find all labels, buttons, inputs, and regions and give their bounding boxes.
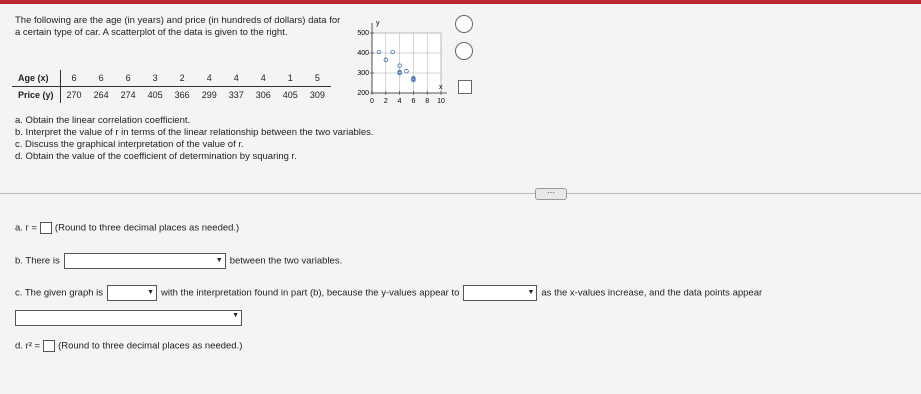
data-point <box>411 76 416 81</box>
scatterplot: 200 300 400 500 0 2 4 6 8 10 y x <box>357 20 447 105</box>
dropdown[interactable] <box>463 285 538 301</box>
table-cell: 4 <box>249 70 277 87</box>
table-cell: 405 <box>147 90 163 100</box>
y-tick-label: 300 <box>357 70 369 77</box>
label: b. There is <box>15 255 60 267</box>
x-tick-label: 0 <box>370 98 374 105</box>
label: c. The given graph is <box>15 287 104 299</box>
table-cell: 6 <box>87 70 115 87</box>
table-cell: 274 <box>120 90 136 100</box>
questions: a. Obtain the linear correlation coeffic… <box>15 115 374 163</box>
expand-button[interactable]: ··· <box>535 188 567 200</box>
x-axis-label: x <box>439 84 443 91</box>
table-cell: 4 <box>195 70 223 87</box>
data-point <box>404 69 409 74</box>
label: d. r² = <box>15 340 41 352</box>
label: a. r = <box>15 222 37 234</box>
x-tick-label: 10 <box>437 98 445 105</box>
data-point <box>397 71 402 76</box>
table-cell: 264 <box>93 90 109 100</box>
table-cell: 366 <box>174 90 190 100</box>
table-cell: 4 <box>222 70 250 87</box>
data-point <box>397 69 402 74</box>
note: (Round to three decimal places as needed… <box>58 340 243 352</box>
top-bar <box>0 0 921 4</box>
zoom-in-button[interactable] <box>455 15 473 33</box>
table-cell: 6 <box>60 70 88 87</box>
data-point <box>411 78 416 83</box>
separator <box>0 193 921 194</box>
popout-button[interactable] <box>458 80 472 94</box>
row-header: Price (y) <box>12 86 61 103</box>
label: as the x-values increase, and the data p… <box>541 287 763 299</box>
input-box[interactable] <box>43 340 56 352</box>
data-point <box>376 49 382 55</box>
x-tick-label: 8 <box>425 98 429 105</box>
x-tick-label: 4 <box>398 98 402 105</box>
y-axis-label: y <box>376 20 380 27</box>
label: between the two variables. <box>229 255 343 267</box>
table-cell: 309 <box>309 90 325 100</box>
table-cell: 5 <box>303 70 331 87</box>
data-point <box>383 57 388 62</box>
plot-area <box>371 32 442 94</box>
answer-a: a. r = (Round to three decimal places as … <box>15 222 239 235</box>
problem-text: The following are the age (in years) and… <box>15 15 341 38</box>
y-tick-label: 200 <box>357 90 369 97</box>
table-cell: 306 <box>255 90 271 100</box>
table-cell: 337 <box>228 90 244 100</box>
question: b. Interpret the value of r in terms of … <box>15 127 374 138</box>
table-cell: 299 <box>201 90 217 100</box>
zoom-out-button[interactable] <box>455 42 473 60</box>
table-cell: 2 <box>168 70 196 87</box>
answer-c-extra <box>15 309 242 327</box>
data-point <box>390 49 395 55</box>
note: (Round to three decimal places as needed… <box>54 222 240 234</box>
table-cell: 6 <box>114 70 142 87</box>
row-header: Age (x) <box>12 70 61 87</box>
data-table: Age (x) 6 6 6 3 2 4 4 4 1 5 Price (y) 270 264 274 405 3… <box>12 70 331 103</box>
question: d. Obtain the value of the coefficient o… <box>15 151 297 162</box>
data-point <box>397 63 402 68</box>
table-cell: 270 <box>66 90 82 100</box>
x-tick-label: 6 <box>411 98 415 105</box>
y-tick-label: 500 <box>357 30 369 37</box>
x-tick-label: 2 <box>384 98 388 105</box>
y-tick-label: 400 <box>357 50 369 57</box>
label: with the interpretation found in part (b… <box>161 287 460 299</box>
dropdown[interactable] <box>63 253 226 269</box>
dropdown[interactable] <box>15 309 242 326</box>
answer-c: c. The given graph is with the interpreta… <box>15 285 762 301</box>
question: c. Discuss the graphical interpretation … <box>15 139 244 150</box>
table-cell: 3 <box>141 70 169 87</box>
input-box[interactable] <box>39 222 52 234</box>
table-cell: 1 <box>276 70 304 87</box>
answer-d: d. r² = (Round to three decimal places as… <box>15 340 242 353</box>
answer-b: b. There is between the two variables. <box>15 253 342 269</box>
table-cell: 405 <box>282 90 298 100</box>
dropdown[interactable] <box>107 285 158 301</box>
question: a. Obtain the linear correlation coeffic… <box>15 115 191 126</box>
